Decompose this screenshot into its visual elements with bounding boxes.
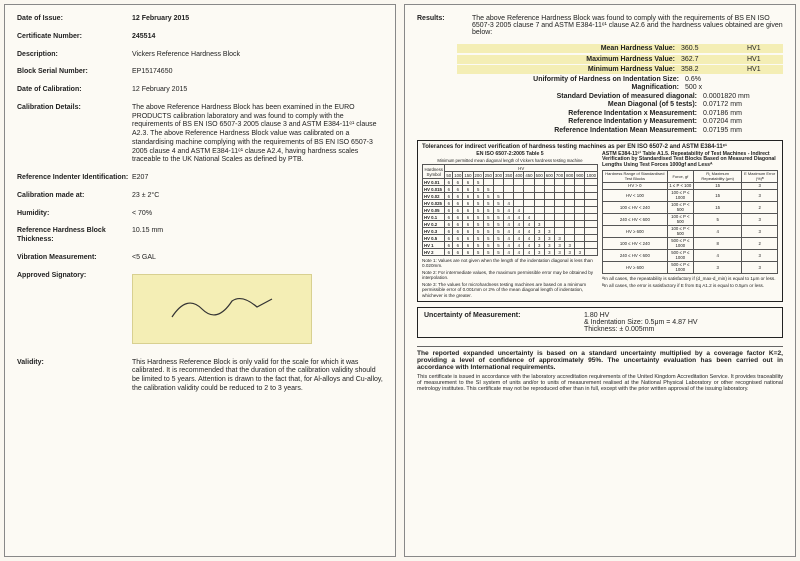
min-value: 358.2 xyxy=(681,66,741,73)
unc-v2: & Indentation Size: 0.5μm = 4.87 HV xyxy=(584,319,776,326)
signatory-label: Approved Signatory: xyxy=(17,272,132,350)
rm-value: 0.07195 mm xyxy=(703,127,783,134)
max-unit: HV1 xyxy=(747,56,779,63)
tolerance-left-table: Hardness SymbolHV50100150200250300350400… xyxy=(422,164,598,256)
certificate-left-page: Date of Issue:12 February 2015 Certifica… xyxy=(4,4,396,557)
footer-tiny: This certificate is issued in accordance… xyxy=(417,374,783,393)
validity-label: Validity: xyxy=(17,359,132,394)
mag-value: 500 x xyxy=(685,84,745,91)
vibration-value: <5 GAL xyxy=(132,254,383,263)
unc-label: Uncertainty of Measurement: xyxy=(424,312,584,319)
tol-left-head: Minimum permitted mean diagonal length o… xyxy=(422,158,598,163)
rx-value: 0.07186 mm xyxy=(703,110,783,117)
uncertainty-box: Uncertainty of Measurement:1.80 HV & Ind… xyxy=(417,307,783,338)
vibration-label: Vibration Measurement: xyxy=(17,254,132,263)
min-unit: HV1 xyxy=(747,66,779,73)
date-issue-label: Date of Issue: xyxy=(17,15,132,24)
cal-at-label: Calibration made at: xyxy=(17,192,132,201)
indenter-label: Reference Indenter Identification: xyxy=(17,174,132,183)
humidity-label: Humidity: xyxy=(17,210,132,219)
note1: Note 1: Values are not given when the le… xyxy=(422,258,598,268)
cal-at-value: 23 ± 2°C xyxy=(132,192,383,201)
unc-v3: Thickness: ± 0.005mm xyxy=(584,326,776,333)
unc-v1: 1.80 HV xyxy=(584,312,776,319)
validity-value: This Hardness Reference Block is only va… xyxy=(132,359,383,394)
mag-label: Magnification: xyxy=(632,84,679,91)
tolerance-right-table: Hardness Range of Standardised Test Bloc… xyxy=(602,170,778,274)
min-label: Minimum Hardness Value: xyxy=(588,66,675,73)
mean-label: Mean Hardness Value: xyxy=(601,45,675,52)
serial-value: EP15174650 xyxy=(132,68,383,77)
serial-label: Block Serial Number: xyxy=(17,68,132,77)
results-value: The above Reference Hardness Block was f… xyxy=(472,15,783,36)
cert-no-label: Certificate Number: xyxy=(17,33,132,42)
footer-bold: The reported expanded uncertainty is bas… xyxy=(417,350,783,371)
date-cal-label: Date of Calibration: xyxy=(17,86,132,95)
cert-no-value: 245514 xyxy=(132,33,383,42)
humidity-value: < 70% xyxy=(132,210,383,219)
signature-box xyxy=(132,274,312,344)
tolerance-box: Tolerances for indirect verification of … xyxy=(417,140,783,302)
hardness-values-block: Mean Hardness Value: 360.5 HV1 Maximum Har… xyxy=(457,44,783,134)
note3: Note 3: The values for microhardness tes… xyxy=(422,282,598,297)
date-cal-value: 12 February 2015 xyxy=(132,86,383,95)
description-value: Vickers Reference Hardness Block xyxy=(132,51,383,60)
thickness-value: 10.15 mm xyxy=(132,227,383,245)
thickness-label: Reference Hardness Block Thickness: xyxy=(17,227,132,245)
ry-value: 0.07204 mm xyxy=(703,118,783,125)
sd-value: 0.0001820 mm xyxy=(703,93,783,100)
rx-label: Reference Indentation x Measurement: xyxy=(568,110,697,117)
max-value: 362.7 xyxy=(681,56,741,63)
footer: The reported expanded uncertainty is bas… xyxy=(417,346,783,393)
uniformity-label: Uniformity of Hardness on Indentation Si… xyxy=(533,76,679,83)
sd-label: Standard Deviation of measured diagonal: xyxy=(557,93,697,100)
tol-title: Tolerances for indirect verification of … xyxy=(422,144,778,150)
signature-icon xyxy=(162,289,282,329)
cal-details-label: Calibration Details: xyxy=(17,104,132,165)
certificate-right-page: Results:The above Reference Hardness Blo… xyxy=(404,4,796,557)
noteA: ᴬIn all cases, the repeatability is sati… xyxy=(602,276,778,281)
noteB: ᴮIn all cases, the error is satisfactory… xyxy=(602,283,778,288)
description-label: Description: xyxy=(17,51,132,60)
mean-unit: HV1 xyxy=(747,45,779,52)
cal-details-value: The above Reference Hardness Block has b… xyxy=(132,104,383,165)
uniformity-value: 0.6% xyxy=(685,76,745,83)
note2: Note 2: For intermediate values, the max… xyxy=(422,270,598,280)
rm-label: Reference Indentation Mean Measurement: xyxy=(554,127,697,134)
mean-value: 360.5 xyxy=(681,45,741,52)
md-label: Mean Diagonal (of 5 tests): xyxy=(608,101,697,108)
date-issue-value: 12 February 2015 xyxy=(132,15,383,24)
tol-left-sub: EN ISO 6507-2:2005 Table 5 xyxy=(422,152,598,158)
tol-right-sub: ASTM E384-11ᵉ¹ Table A1.5. Repeatability… xyxy=(602,152,778,169)
max-label: Maximum Hardness Value: xyxy=(586,56,675,63)
ry-label: Reference Indentation y Measurement: xyxy=(568,118,697,125)
indenter-value: E207 xyxy=(132,174,383,183)
md-value: 0.07172 mm xyxy=(703,101,783,108)
results-label: Results: xyxy=(417,15,472,36)
